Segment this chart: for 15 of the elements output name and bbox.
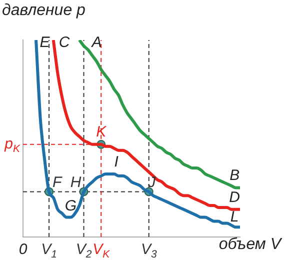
annotation: J bbox=[147, 174, 156, 191]
annotation: L bbox=[230, 208, 239, 226]
annotation: E bbox=[40, 34, 51, 52]
annotation: A bbox=[90, 34, 102, 52]
annotation: F bbox=[52, 174, 62, 191]
annotation: D bbox=[229, 188, 240, 206]
annotation: G bbox=[64, 198, 77, 215]
annotation: H bbox=[70, 174, 82, 191]
annotation: B bbox=[230, 167, 240, 184]
annotation: C bbox=[58, 34, 70, 52]
x-tick-label: 0 bbox=[18, 241, 28, 258]
annotation: K bbox=[96, 124, 108, 141]
x-axis-title: объем V bbox=[218, 236, 281, 254]
annotation: I bbox=[114, 153, 118, 170]
y-axis-title: давление p bbox=[2, 2, 86, 20]
